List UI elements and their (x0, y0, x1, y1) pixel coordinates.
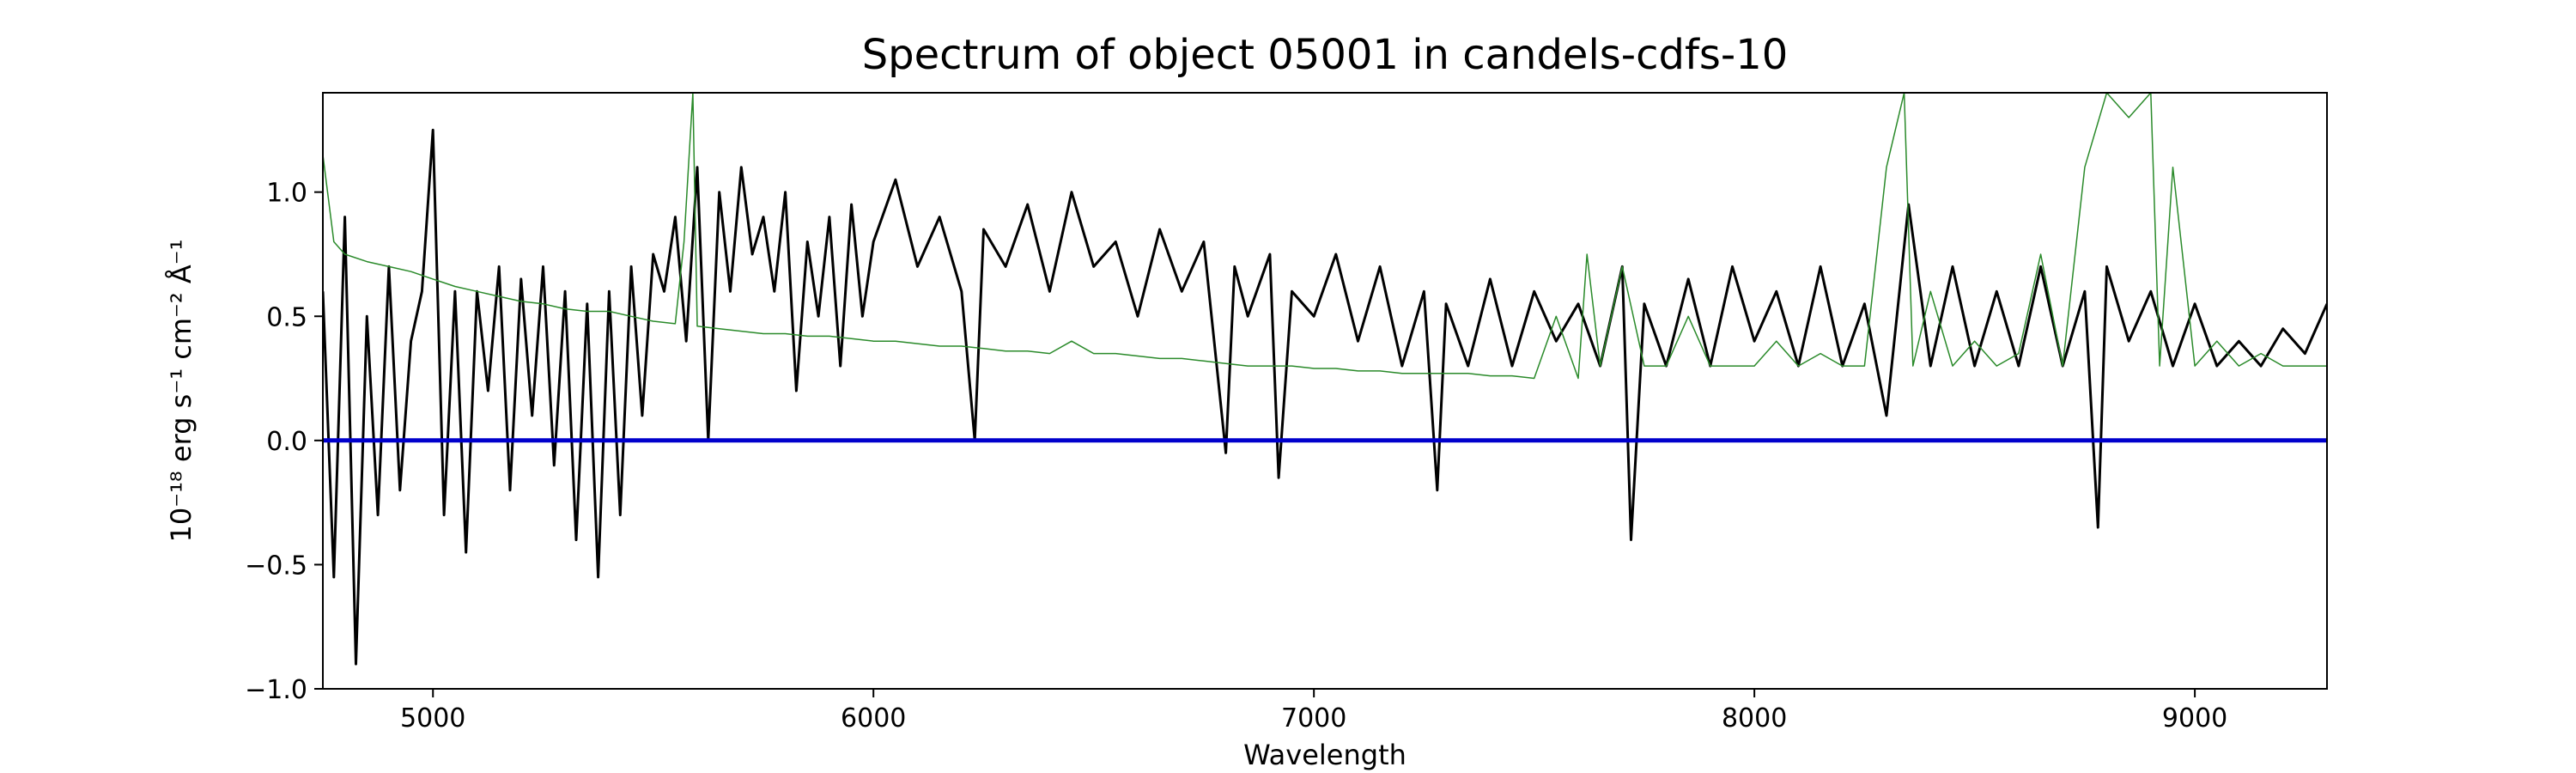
y-tick-label: −1.0 (245, 675, 307, 705)
x-tick-label: 8000 (1722, 703, 1787, 733)
y-tick-label: 0.5 (266, 302, 307, 332)
y-tick-label: 1.0 (266, 179, 307, 209)
series-line-1 (323, 93, 2327, 380)
x-tick-label: 9000 (2162, 703, 2227, 733)
x-axis-label: Wavelength (1243, 739, 1406, 771)
x-tick-label: 7000 (1281, 703, 1346, 733)
plot-frame (322, 92, 2328, 690)
series-line-0 (323, 128, 2327, 666)
y-axis: −1.0 −0.5 0.0 0.5 1.0 (245, 179, 323, 705)
y-tick-label: −0.5 (245, 551, 307, 581)
x-tick-label: 5000 (400, 703, 465, 733)
x-axis: 5000 6000 7000 8000 9000 (400, 689, 2227, 733)
series-layer (323, 93, 2327, 666)
x-tick-label: 6000 (841, 703, 906, 733)
y-tick-label: 0.0 (266, 427, 307, 457)
chart-title: Spectrum of object 05001 in candels-cdfs… (862, 31, 1789, 79)
y-axis-label: 10⁻¹⁸ erg s⁻¹ cm⁻² Å⁻¹ (165, 239, 197, 542)
